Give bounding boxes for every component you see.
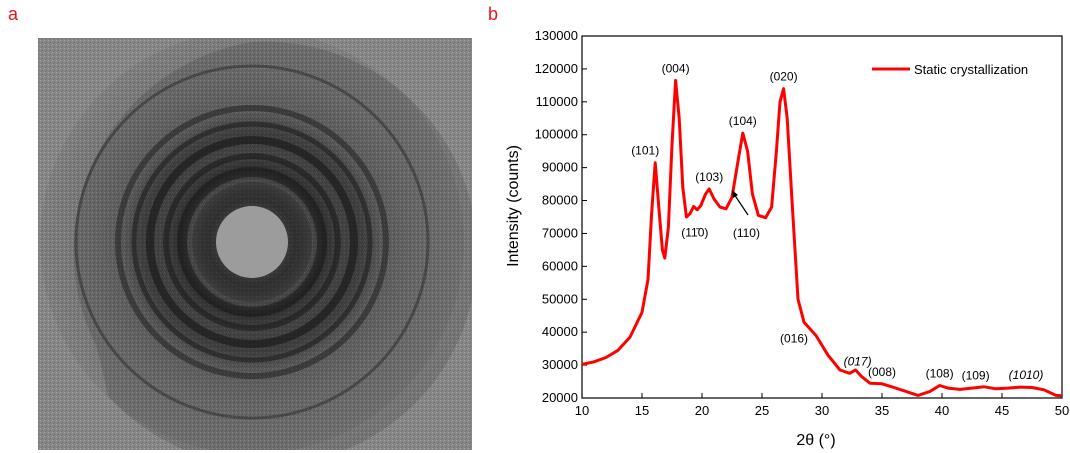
y-tick-label: 50000 [542,291,578,306]
x-tick-label: 30 [815,403,829,418]
x-tick-label: 15 [635,403,649,418]
y-tick-label: 130000 [535,28,578,43]
xrd-line-chart: 10 15 20 25 30 35 40 45 50 20000 30000 40000 50000 60… [505,28,1070,449]
peak-label: (104) [729,114,757,128]
peak-label: (101) [631,144,659,158]
peak-label: (016) [780,331,808,345]
peak-label: (020) [770,70,798,84]
y-tick-label: 100000 [535,127,578,142]
x-tick-label: 35 [875,403,889,418]
legend-label: Static crystallization [914,62,1028,77]
peak-label: (004) [662,61,690,75]
y-tick-label: 30000 [542,357,578,372]
x-axis-title: 2θ (°) [796,432,835,449]
peak-label: (108) [926,366,954,380]
x-tick-label: 45 [995,403,1009,418]
beam-stop [216,206,288,278]
peak-label: (103) [695,170,723,184]
legend: Static crystallization [872,62,1028,77]
series-line-static-crystallization [581,78,1063,398]
peak-label: (110) [733,226,760,240]
y-tick-label: 120000 [535,61,578,76]
x-tick-label: 10 [575,403,589,418]
x-tick-label: 25 [755,403,769,418]
peak-label: (017) [844,354,872,368]
x-tick-label: 40 [935,403,949,418]
y-tick-label: 90000 [542,160,578,175]
x-tick-label: 50 [1055,403,1069,418]
y-tick-label: 70000 [542,225,578,240]
x-tick-label: 20 [695,403,709,418]
diffraction-pattern-image [38,38,472,450]
panel-label-a: a [8,4,19,24]
panel-label-b: b [488,4,499,24]
y-tick-label: 110000 [536,94,578,109]
peak-label: (11̄0) [681,225,708,239]
annotation-arrowhead [732,190,738,198]
y-tick-label: 40000 [542,324,578,339]
peak-label: (1010) [1009,368,1044,382]
peak-label: (109) [962,368,990,382]
y-tick-label: 80000 [542,193,578,208]
y-tick-label: 20000 [542,390,578,405]
y-axis-title: Intensity (counts) [505,145,522,267]
peak-label: (008) [868,365,896,379]
annotation-arrow [733,193,749,216]
y-tick-label: 60000 [542,258,578,273]
peak-annotations: (101) (004) (103) (11̄0) (104) (110) (020) (016… [631,61,1043,382]
chart-ticks: 10 15 20 25 30 35 40 45 50 20000 30000 40000 50000 60… [535,28,1070,418]
